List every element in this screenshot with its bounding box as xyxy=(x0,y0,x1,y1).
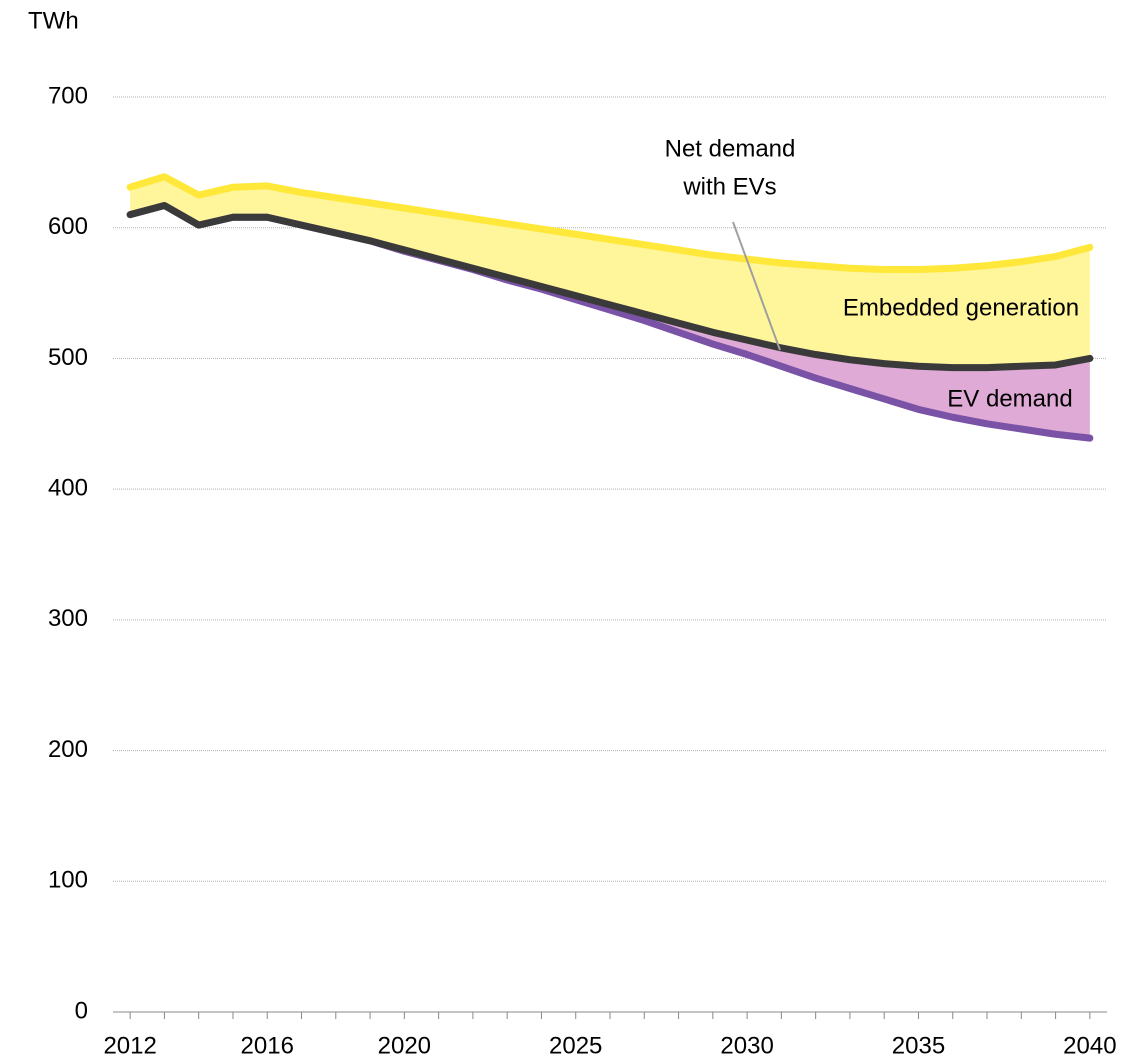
band-fill xyxy=(130,176,1090,368)
x-tick-label: 2030 xyxy=(720,1032,773,1059)
annotation: with EVs xyxy=(682,173,776,200)
y-tick-label: 700 xyxy=(48,82,88,109)
y-tick-label: 200 xyxy=(48,736,88,763)
y-axis-label: TWh xyxy=(28,7,79,34)
y-tick-label: 400 xyxy=(48,474,88,501)
series-line xyxy=(126,173,1094,274)
x-tick-label: 2020 xyxy=(378,1032,431,1059)
x-tick-label: 2016 xyxy=(241,1032,294,1059)
annotation: Embedded generation xyxy=(843,294,1079,321)
x-tick-label: 2040 xyxy=(1063,1032,1116,1059)
y-tick-label: 500 xyxy=(48,344,88,371)
series-line xyxy=(126,201,1094,372)
y-tick-label: 600 xyxy=(48,213,88,240)
y-tick-label: 100 xyxy=(48,867,88,894)
annotation: EV demand xyxy=(947,385,1072,412)
x-tick-label: 2035 xyxy=(892,1032,945,1059)
y-tick-label: 300 xyxy=(48,605,88,632)
annotation: Net demand xyxy=(665,135,796,162)
band-fill xyxy=(130,205,1090,439)
x-tick-label: 2025 xyxy=(549,1032,602,1059)
y-tick-label: 0 xyxy=(75,997,88,1024)
x-tick-label: 2012 xyxy=(103,1032,156,1059)
annotation-leader xyxy=(732,221,781,351)
